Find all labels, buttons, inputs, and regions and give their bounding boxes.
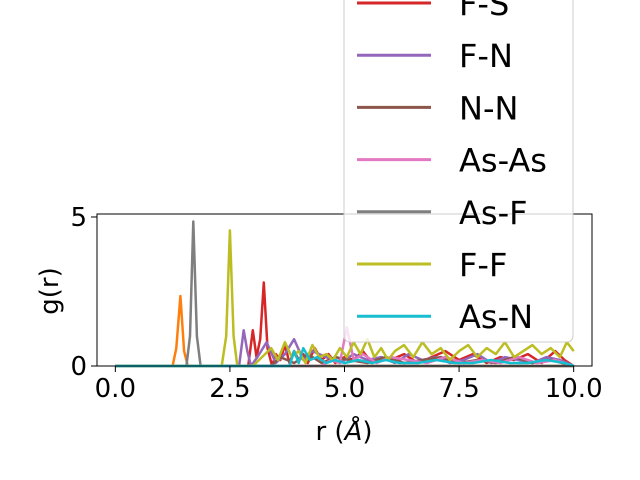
legend-label-f-f: F-F [459,246,507,284]
x-tick-label: 10.0 [545,374,603,404]
y-tick-label: 5 [70,203,87,233]
x-axis-label-main: r ( [315,417,344,447]
x-axis-label-close: ) [362,417,372,447]
x-axis-label: r (Å) [315,415,372,447]
legend-label-as-as: As-As [459,142,547,180]
series-line-f-f [115,229,575,368]
y-tick-label: 0 [70,352,87,382]
series-line-as-as [115,326,575,368]
x-tick-label: 2.5 [209,374,250,404]
x-tick-label: 7.5 [438,374,479,404]
legend-label-n-n: N-N [459,89,518,127]
legend-label-f-s: F-S [459,0,509,23]
y-axis-label: g(r) [35,267,65,314]
series-line-n-n [115,352,575,368]
series-line-as-n [115,346,575,368]
x-tick-label: 0.0 [95,374,136,404]
legend-label-f-n: F-N [459,37,513,75]
series-line-f-n [115,328,575,368]
legend-label-as-f: As-F [459,194,528,232]
x-tick-label: 5.0 [324,374,365,404]
legend-box [343,0,574,343]
legend: F-S F-N N-N As-As As-F F-F As-N [343,0,574,343]
axis-ticks: 0.0 2.5 5.0 7.5 10.0 0 5 [70,203,602,404]
x-axis-label-unit: Å [343,415,363,447]
legend-label-as-n: As-N [459,298,533,336]
